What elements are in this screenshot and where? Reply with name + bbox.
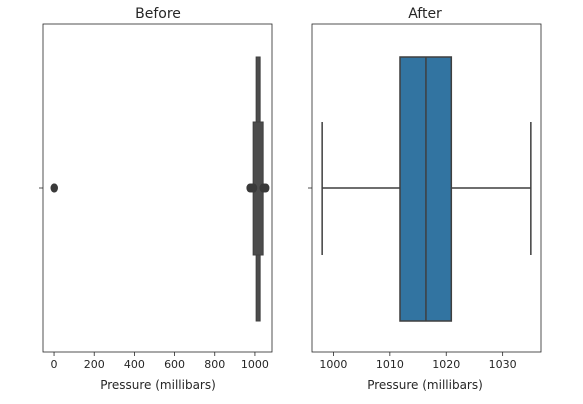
before-x-axis: 0 200 400 600 800 1000 bbox=[51, 352, 269, 371]
before-x-tick-label: 800 bbox=[204, 358, 225, 371]
before-title: Before bbox=[135, 6, 181, 22]
after-x-axis: 1000 1010 1020 1030 bbox=[319, 352, 517, 371]
before-axes-frame bbox=[42, 23, 273, 353]
before-x-tick-label: 600 bbox=[164, 358, 185, 371]
before-panel: Before 0 200 400 600 800 1000 Pressure (milli… bbox=[39, 6, 273, 392]
after-panel: After 1000 1010 1020 1030 Pressure (milliba… bbox=[308, 6, 542, 392]
before-x-tick-label: 1000 bbox=[241, 358, 269, 371]
after-title: After bbox=[408, 6, 442, 22]
before-outlier-point bbox=[250, 183, 258, 193]
before-x-tick-label: 400 bbox=[124, 358, 145, 371]
before-x-tick-label: 0 bbox=[51, 358, 58, 371]
after-x-tick-label: 1020 bbox=[432, 358, 460, 371]
after-x-tick-label: 1010 bbox=[376, 358, 404, 371]
before-plot-area bbox=[39, 23, 273, 353]
after-x-axis-label: Pressure (millibars) bbox=[367, 378, 483, 392]
after-x-tick-label: 1000 bbox=[319, 358, 347, 371]
after-x-tick-label: 1030 bbox=[489, 358, 517, 371]
before-x-axis-label: Pressure (millibars) bbox=[100, 378, 216, 392]
before-x-tick-label: 200 bbox=[84, 358, 105, 371]
before-outlier-point bbox=[262, 183, 270, 193]
before-outlier-point bbox=[50, 183, 58, 193]
after-plot-area bbox=[308, 23, 542, 353]
